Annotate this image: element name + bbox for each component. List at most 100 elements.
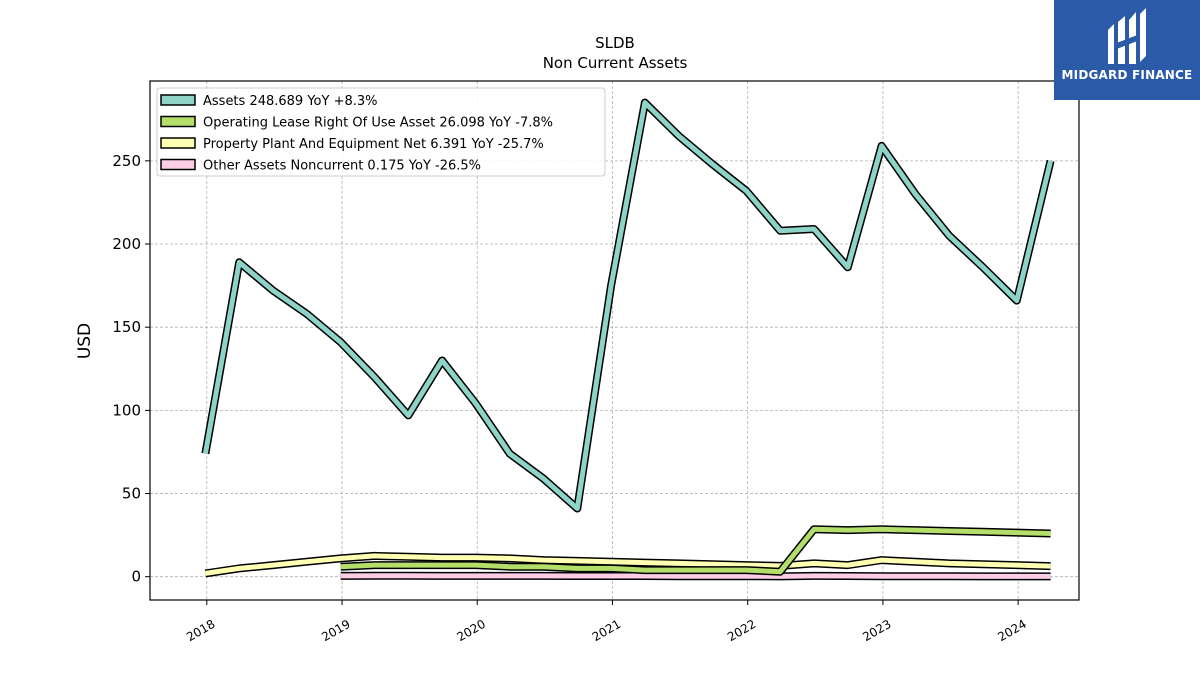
legend-swatch xyxy=(160,94,196,106)
data-point xyxy=(642,574,647,579)
series-3 xyxy=(338,571,1053,581)
data-point xyxy=(372,573,377,578)
data-point xyxy=(271,563,276,568)
data-point xyxy=(913,192,918,197)
data-point xyxy=(507,564,512,569)
brand-mark-icon xyxy=(1108,8,1146,64)
series-0 xyxy=(201,98,1055,513)
x-tick-label: 2019 xyxy=(319,617,352,644)
data-point xyxy=(913,528,918,533)
data-point xyxy=(744,568,749,573)
data-point xyxy=(710,162,715,167)
data-point xyxy=(406,563,411,568)
data-point xyxy=(845,574,850,579)
data-point xyxy=(1048,531,1053,536)
data-point xyxy=(845,528,850,533)
data-point xyxy=(710,568,715,573)
legend-swatch xyxy=(160,137,196,149)
data-point xyxy=(541,558,546,563)
chart-title: SLDB xyxy=(595,34,635,52)
data-point xyxy=(575,566,580,571)
data-point xyxy=(372,375,377,380)
brand-logo: MIDGARD FINANCE xyxy=(1054,0,1200,100)
data-point xyxy=(981,529,986,534)
data-point xyxy=(710,574,715,579)
series-line xyxy=(340,573,1051,579)
data-point xyxy=(981,562,986,567)
data-point xyxy=(338,556,343,561)
data-point xyxy=(947,574,952,579)
data-point xyxy=(237,566,242,571)
data-point xyxy=(541,476,546,481)
series-1 xyxy=(338,525,1053,576)
data-point xyxy=(440,573,445,578)
data-point xyxy=(406,573,411,578)
data-point xyxy=(507,573,512,578)
series-line xyxy=(205,553,1051,576)
data-point xyxy=(947,233,952,238)
data-point xyxy=(1014,563,1019,568)
data-point xyxy=(812,227,817,232)
data-point xyxy=(812,561,817,566)
data-point xyxy=(879,574,884,579)
data-point xyxy=(1014,530,1019,535)
y-tick-label: 100 xyxy=(112,401,141,419)
data-point xyxy=(913,574,918,579)
data-point xyxy=(304,559,309,564)
data-point xyxy=(440,563,445,568)
data-point xyxy=(609,574,614,579)
data-point xyxy=(1048,564,1053,569)
data-point xyxy=(879,527,884,532)
series-layer xyxy=(201,98,1055,581)
data-point xyxy=(744,574,749,579)
data-point xyxy=(271,288,276,293)
legend-entry: Assets 248.689 YoY +8.3% xyxy=(203,94,378,109)
plot-frame xyxy=(149,80,1080,601)
data-point xyxy=(676,561,681,566)
x-tick-label: 2024 xyxy=(995,617,1028,644)
data-point xyxy=(237,260,242,265)
data-point xyxy=(1048,158,1053,163)
data-point xyxy=(338,573,343,578)
y-tick-label: 50 xyxy=(122,485,141,503)
chart-subtitle: Non Current Assets xyxy=(543,54,688,72)
data-point xyxy=(541,564,546,569)
data-point xyxy=(710,562,715,567)
data-point xyxy=(575,574,580,579)
legend-entry: Other Assets Noncurrent 0.175 YoY -26.5% xyxy=(203,159,481,174)
data-point xyxy=(203,571,208,576)
series-line xyxy=(340,526,1051,575)
data-point xyxy=(845,563,850,568)
legend-entry: Operating Lease Right Of Use Asset 26.09… xyxy=(203,116,553,131)
data-point xyxy=(1048,574,1053,579)
data-point xyxy=(541,573,546,578)
data-point xyxy=(1014,574,1019,579)
x-tick-label: 2020 xyxy=(455,617,488,644)
legend-swatch xyxy=(160,158,196,171)
data-point xyxy=(642,100,647,105)
y-tick-label: 150 xyxy=(112,318,141,336)
y-axis-label: USD xyxy=(75,323,95,359)
data-point xyxy=(879,558,884,563)
data-point xyxy=(913,559,918,564)
brand-name: MIDGARD FINANCE xyxy=(1061,68,1193,82)
data-point xyxy=(778,569,783,574)
data-point xyxy=(473,573,478,578)
data-point xyxy=(947,561,952,566)
data-point xyxy=(981,265,986,270)
legend-swatch xyxy=(160,115,196,128)
data-point xyxy=(507,556,512,561)
data-point xyxy=(812,573,817,578)
x-tick-label: 2023 xyxy=(860,617,893,644)
data-point xyxy=(473,563,478,568)
data-point xyxy=(676,133,681,138)
data-point xyxy=(845,265,850,270)
data-point xyxy=(609,559,614,564)
y-tick-label: 200 xyxy=(112,235,141,253)
data-point xyxy=(338,564,343,569)
data-point xyxy=(372,553,377,558)
data-point xyxy=(609,566,614,571)
legend: Assets 248.689 YoY +8.3% Operating Lease … xyxy=(156,87,606,177)
data-point xyxy=(440,358,445,363)
data-point xyxy=(812,527,817,532)
